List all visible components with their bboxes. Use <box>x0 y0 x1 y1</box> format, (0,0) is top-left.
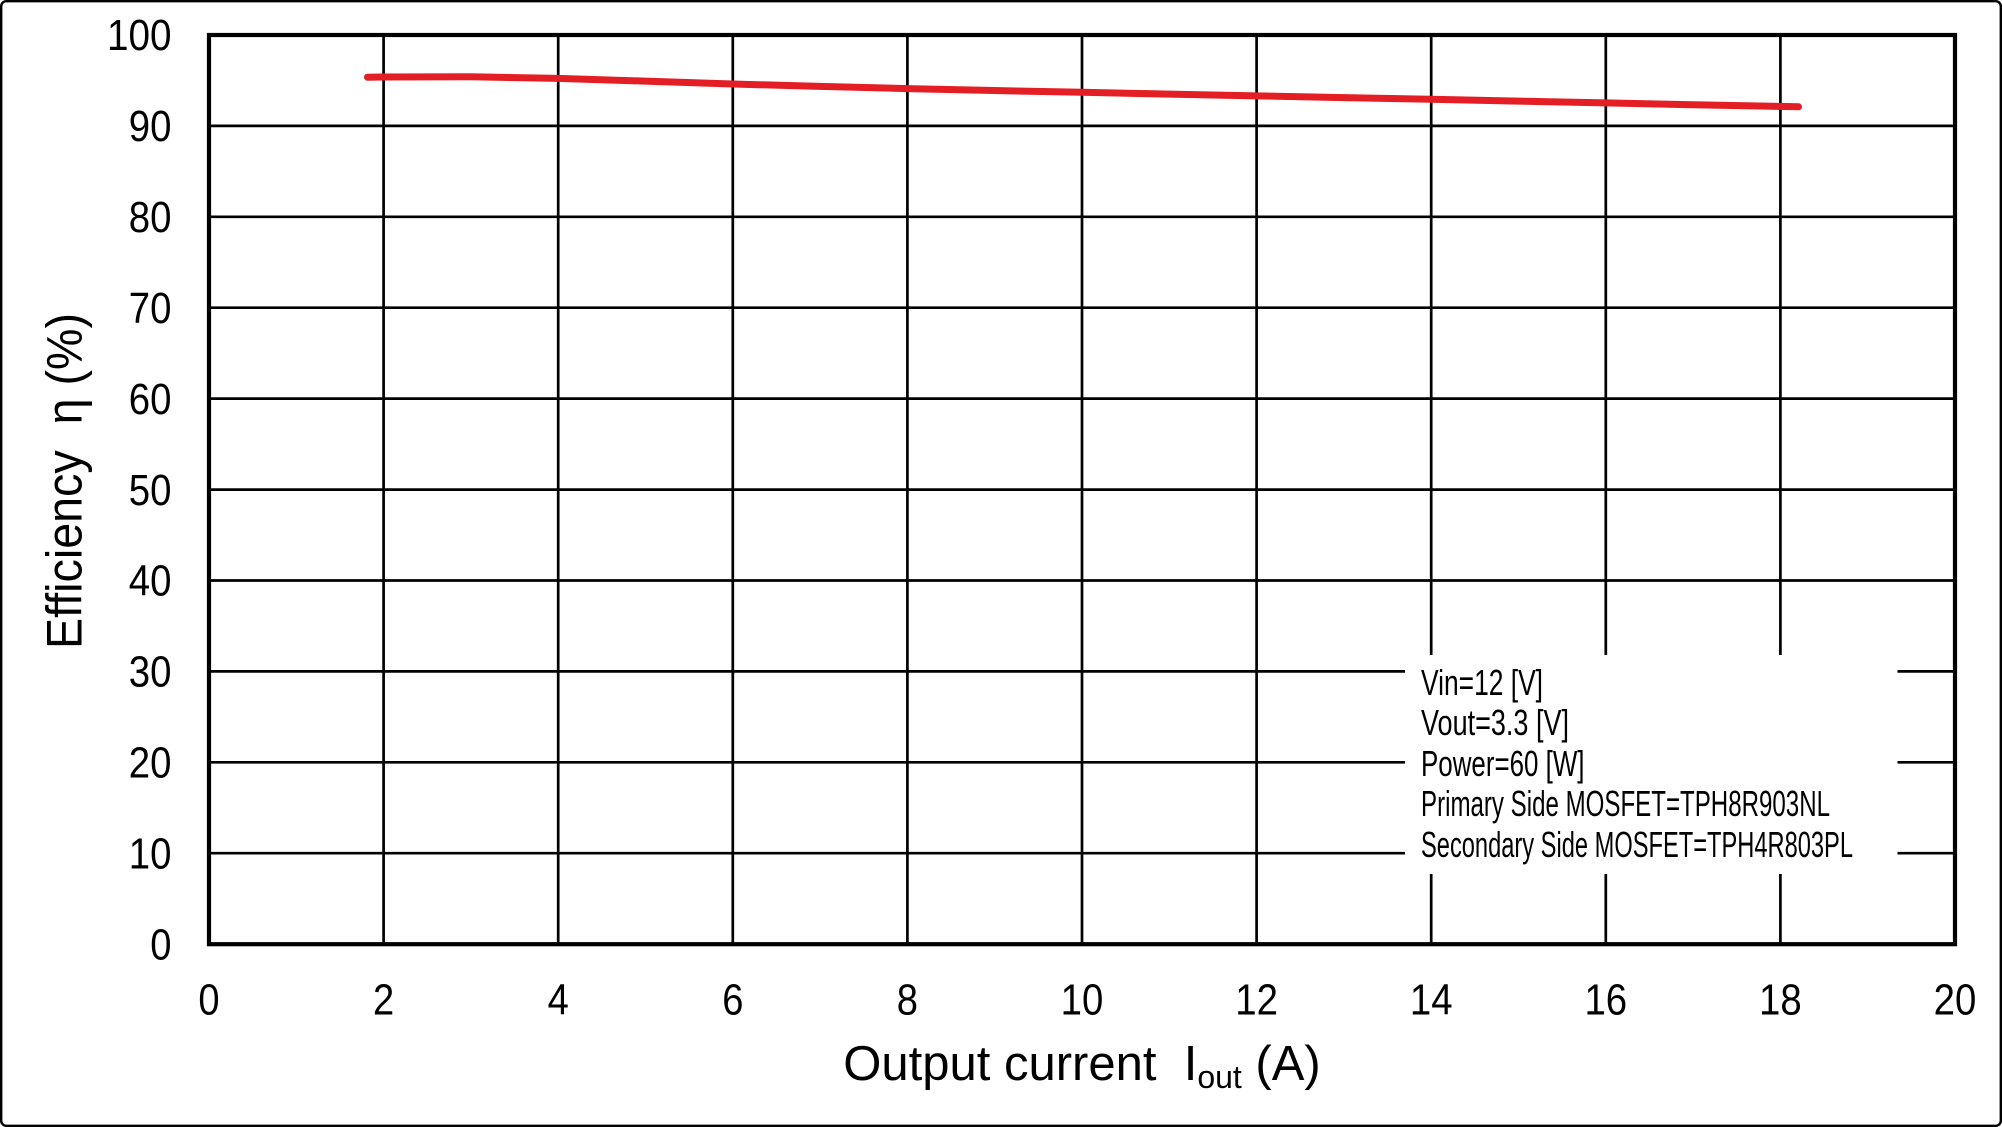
svg-text:Power=60 [W]: Power=60 [W] <box>1421 743 1585 784</box>
svg-text:6: 6 <box>722 976 743 1025</box>
svg-text:Secondary Side MOSFET=TPH4R803: Secondary Side MOSFET=TPH4R803PL <box>1421 824 1853 865</box>
svg-text:2: 2 <box>373 976 394 1025</box>
svg-text:100: 100 <box>107 11 172 60</box>
svg-text:50: 50 <box>129 466 172 515</box>
svg-text:0: 0 <box>198 976 219 1025</box>
svg-text:Vin=12 [V]: Vin=12 [V] <box>1421 662 1543 703</box>
svg-text:10: 10 <box>1061 976 1104 1025</box>
svg-text:90: 90 <box>129 102 172 151</box>
svg-text:Vout=3.3 [V]: Vout=3.3 [V] <box>1421 702 1569 743</box>
svg-text:20: 20 <box>129 739 172 788</box>
svg-text:70: 70 <box>129 284 172 333</box>
svg-text:Primary Side MOSFET=TPH8R903NL: Primary Side MOSFET=TPH8R903NL <box>1421 783 1830 824</box>
svg-text:30: 30 <box>129 648 172 697</box>
svg-text:12: 12 <box>1235 976 1278 1025</box>
svg-text:80: 80 <box>129 193 172 242</box>
svg-text:20: 20 <box>1934 976 1977 1025</box>
svg-text:60: 60 <box>129 375 172 424</box>
svg-text:Efficiency η (%): Efficiency η (%) <box>37 313 93 649</box>
svg-text:14: 14 <box>1410 976 1453 1025</box>
svg-text:16: 16 <box>1584 976 1627 1025</box>
svg-text:18: 18 <box>1759 976 1802 1025</box>
svg-text:10: 10 <box>129 829 172 878</box>
svg-text:Output current Iout (A): Output current Iout (A) <box>843 1037 1320 1095</box>
svg-text:40: 40 <box>129 557 172 606</box>
svg-text:4: 4 <box>548 976 569 1025</box>
svg-text:8: 8 <box>897 976 918 1025</box>
svg-text:0: 0 <box>150 920 171 969</box>
